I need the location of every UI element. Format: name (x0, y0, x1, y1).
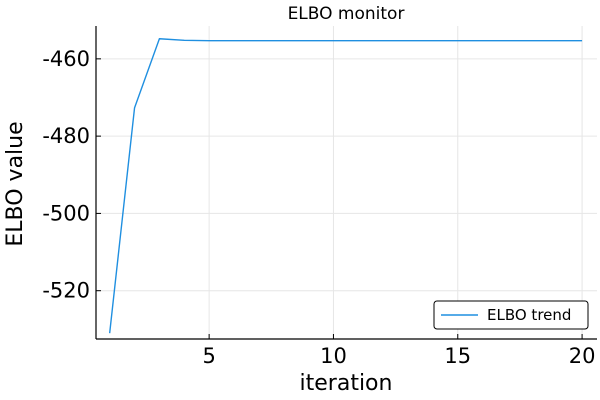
legend-label-elbo-trend: ELBO trend (487, 306, 571, 324)
x-tick-label-15: 15 (444, 344, 471, 368)
x-tick-label-10: 10 (320, 344, 347, 368)
y-tick-label-520: -520 (42, 279, 90, 303)
x-tick-label-5: 5 (202, 344, 215, 368)
x-tick-label-20: 20 (569, 344, 596, 368)
y-axis-title: ELBO value (3, 121, 28, 246)
legend: ELBO trend (433, 300, 589, 330)
y-tick-label-480: -480 (42, 124, 90, 148)
legend-box (433, 300, 589, 330)
x-axis-title: iteration (300, 371, 393, 396)
axes (95, 26, 597, 340)
chart-title: ELBO monitor (288, 4, 405, 24)
y-tick-label-500: -500 (42, 201, 90, 225)
grid (96, 26, 597, 339)
series-line-elbo-trend (108, 38, 583, 334)
y-tick-label-460: -460 (42, 47, 90, 71)
ticks: 5 10 15 20 -460 -480 -500 -520 (42, 47, 595, 368)
series-layer (108, 38, 583, 334)
